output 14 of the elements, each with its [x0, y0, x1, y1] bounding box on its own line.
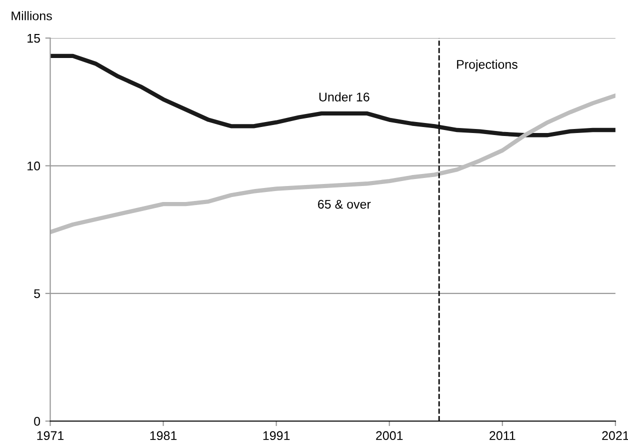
y-tick-label: 5	[34, 289, 40, 298]
y-axis-title: Millions	[12, 11, 52, 20]
series-label: Under 16	[319, 92, 370, 102]
y-tick-label: 15	[28, 34, 40, 43]
x-tick-label: 1981	[150, 431, 177, 440]
ref-line-label: Projections	[457, 60, 518, 72]
line-series	[50, 54, 616, 138]
x-tick-label: 1991	[263, 431, 290, 440]
x-tick-label: 2011	[490, 431, 516, 440]
y-tick-label: 0	[34, 416, 40, 426]
x-tick-label: 2001	[376, 431, 403, 440]
x-tick-label: 1971	[37, 431, 64, 440]
series-label: 65 & over	[318, 200, 371, 209]
y-tick-label: 10	[28, 162, 40, 170]
